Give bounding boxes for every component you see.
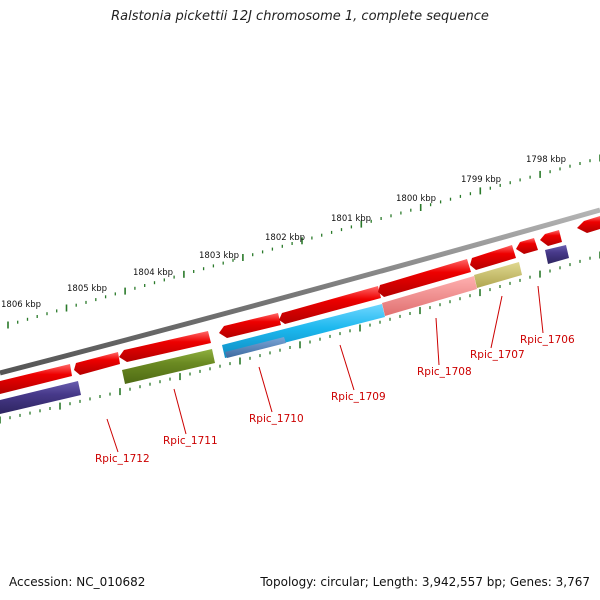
gene-rpic-1709-arrow[interactable]: [279, 286, 381, 324]
gene-rpic-1706-feature[interactable]: [545, 245, 569, 264]
scale-label: 1801 kbp: [331, 214, 371, 224]
gene-label-rpic-1709[interactable]: Rpic_1709: [331, 391, 386, 403]
gene-labels: Rpic_1712 Rpic_1711 Rpic_1710 Rpic_1709 …: [95, 334, 575, 465]
gene-rpic-1711-arrow[interactable]: [119, 331, 211, 362]
gene-arrow[interactable]: [577, 216, 600, 233]
gene-arrow[interactable]: [74, 352, 120, 375]
gene-label-rpic-1710[interactable]: Rpic_1710: [249, 413, 304, 425]
scale-label: 1804 kbp: [133, 268, 173, 278]
inner-scale-ticks: [0, 251, 600, 424]
scale-label: 1798 kbp: [526, 155, 566, 165]
gene-rpic-1707-feature[interactable]: [474, 262, 522, 288]
gene-rpic-1711-feature[interactable]: [122, 349, 215, 384]
gene-rpic-1707-arrow[interactable]: [470, 245, 516, 270]
gene-rpic-1712-feature[interactable]: [0, 381, 81, 414]
scale-label: 1803 kbp: [199, 251, 239, 261]
scale-label: 1805 kbp: [67, 284, 107, 294]
reverse-features: [0, 245, 569, 414]
gene-rpic-1710-feature[interactable]: [225, 337, 286, 358]
gene-rpic-1712-arrow[interactable]: [0, 364, 72, 394]
gene-label-rpic-1706[interactable]: Rpic_1706: [520, 334, 575, 346]
topology-label: Topology: circular; Length: 3,942,557 bp…: [260, 575, 590, 589]
gene-label-rpic-1712[interactable]: Rpic_1712: [95, 453, 150, 465]
scale-label: 1800 kbp: [396, 194, 436, 204]
gene-rpic-1708-arrow[interactable]: [378, 259, 471, 297]
accession-label: Accession: NC_010682: [9, 575, 146, 589]
gene-arrow[interactable]: [516, 238, 538, 254]
scale-label: 1802 kbp: [265, 233, 305, 243]
gene-rpic-1706-arrow[interactable]: [540, 230, 562, 246]
forward-genes: [0, 216, 600, 394]
gene-label-rpic-1711[interactable]: Rpic_1711: [163, 435, 218, 447]
gene-rpic-1710-arrow[interactable]: [219, 313, 281, 338]
scale-label: 1799 kbp: [461, 175, 501, 185]
map-title: Ralstonia pickettii 12J chromosome 1, co…: [111, 9, 489, 24]
gene-rpic-1708-feature[interactable]: [382, 276, 477, 316]
scale-label: 1806 kbp: [1, 300, 41, 310]
label-leaders: [106, 285, 544, 453]
outer-scale-ticks: [7, 154, 600, 329]
gene-label-rpic-1708[interactable]: Rpic_1708: [417, 366, 472, 378]
gene-label-rpic-1707[interactable]: Rpic_1707: [470, 349, 525, 361]
scale-labels: 1806 kbp 1805 kbp 1804 kbp 1803 kbp 1802…: [1, 155, 566, 310]
chromosome-backbone: [0, 207, 600, 376]
